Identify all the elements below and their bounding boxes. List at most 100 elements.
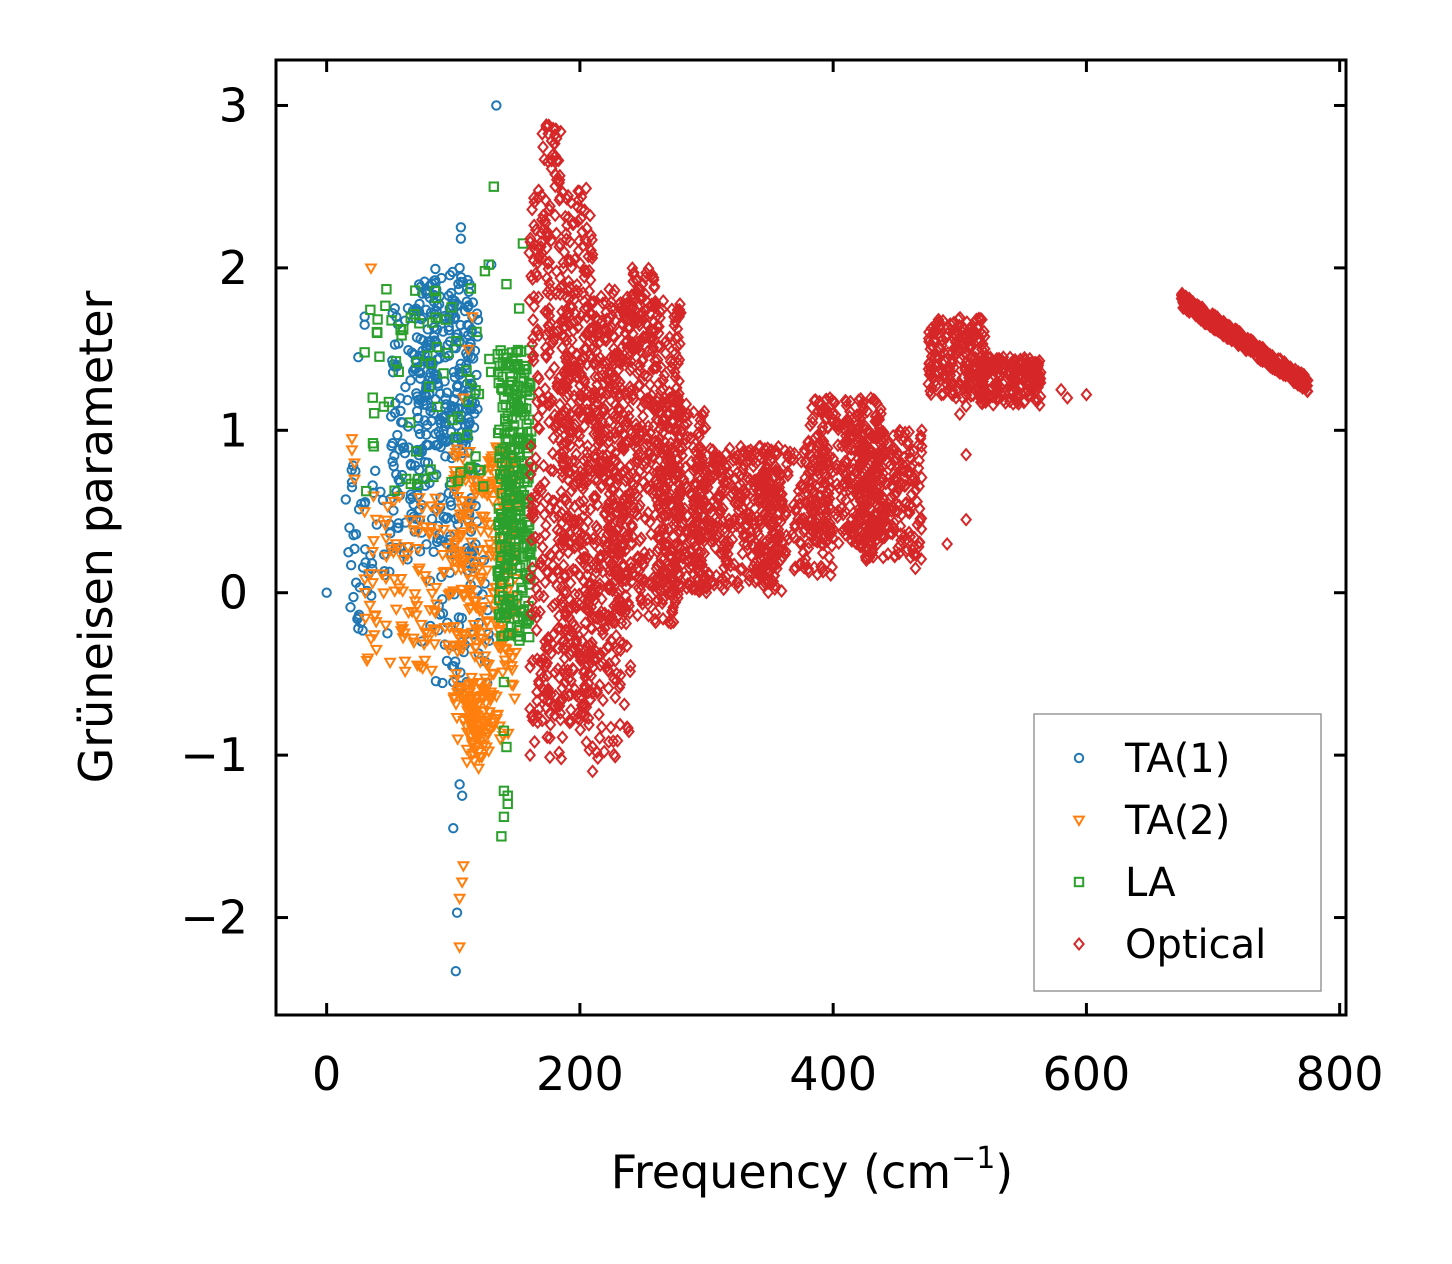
data-point-ta-2- [466,740,480,752]
data-point-optical [673,540,686,555]
data-point-optical [696,407,709,422]
data-point-la [412,479,423,491]
data-point-optical [728,450,741,465]
data-point-optical [681,576,694,591]
data-point-optical [671,303,684,318]
data-point-ta-1- [435,492,446,503]
data-point-optical [543,301,556,316]
data-point-ta-1- [349,543,360,555]
data-point-ta-2- [464,750,478,763]
data-point-ta-2- [462,496,476,508]
data-point-optical [555,580,568,595]
data-point-ta-1- [389,339,401,350]
data-point-ta-2- [456,453,470,466]
data-point-la [485,366,497,378]
data-point-ta-2- [429,528,443,541]
data-point-optical [635,531,648,546]
data-point-optical [559,637,572,652]
data-point-optical [524,467,537,482]
data-point-optical [626,298,639,313]
data-point-optical [591,522,604,537]
data-point-optical [578,330,590,345]
data-point-la [500,413,511,425]
data-point-optical [578,294,591,309]
data-point-ta-2- [449,669,463,681]
data-point-optical [609,445,622,460]
data-point-optical [539,192,552,207]
data-point-ta-2- [345,434,359,446]
data-point-optical [639,287,652,302]
data-point-ta-2- [430,506,444,519]
data-point-ta-1- [437,326,449,337]
data-point-la [429,285,441,297]
data-point-la [512,432,524,443]
data-point-optical [540,119,553,134]
data-point-ta-2- [467,634,481,646]
data-point-optical [667,615,680,630]
data-point-optical [702,518,715,533]
data-point-optical [544,282,556,297]
data-point-la [372,327,383,339]
data-point-optical [588,355,601,370]
data-point-optical [669,394,682,409]
data-point-ta-1- [415,394,427,405]
data-point-ta-2- [453,942,467,954]
data-point-optical [593,577,606,592]
data-point-ta-2- [407,525,421,537]
data-point-ta-1- [450,965,462,977]
data-point-optical [643,577,656,592]
data-point-ta-2- [457,510,471,522]
data-point-la [368,408,380,419]
data-point-optical [570,525,583,540]
data-point-ta-2- [453,682,467,694]
data-point-ta-2- [483,539,497,552]
data-point-ta-2- [465,737,480,749]
data-point-optical [572,192,585,207]
data-point-la [446,476,457,488]
data-point-la [520,529,531,541]
data-point-la [521,418,532,430]
data-point-ta-1- [431,536,443,548]
data-point-optical [641,452,654,467]
data-point-la [519,368,530,379]
data-point-optical [544,463,557,478]
data-point-ta-2- [469,489,483,501]
data-point-la [430,292,442,303]
data-point-optical [562,545,575,560]
data-point-optical [567,323,580,338]
data-point-la [478,481,489,492]
data-point-optical [611,472,624,487]
data-point-optical [664,443,677,458]
data-point-optical [590,310,603,325]
data-point-optical [561,663,574,678]
data-point-ta-2- [364,263,378,275]
data-point-optical [572,214,585,229]
data-point-optical [693,491,706,506]
data-point-ta-2- [456,527,470,539]
data-point-optical [626,261,639,276]
data-point-optical [632,378,645,393]
data-point-ta-1- [449,371,460,383]
data-point-ta-2- [398,666,412,679]
data-point-la [422,350,433,362]
data-point-ta-2- [425,588,439,601]
data-point-optical [679,432,692,447]
data-point-la [378,401,390,412]
data-point-ta-1- [455,233,467,244]
data-point-optical [548,510,561,525]
data-point-la [389,485,400,496]
data-point-optical [555,445,568,460]
data-point-optical [570,632,583,647]
data-point-ta-2- [490,714,504,726]
data-point-ta-1- [448,308,459,319]
data-point-optical [697,562,710,577]
data-point-optical [524,455,537,470]
data-point-optical [744,509,757,524]
data-point-optical [654,582,667,597]
data-point-optical [574,352,587,367]
data-point-optical [734,468,746,483]
data-point-ta-2- [451,734,465,746]
data-point-optical [590,565,603,580]
data-point-ta-2- [424,501,438,513]
data-point-optical [669,370,682,385]
